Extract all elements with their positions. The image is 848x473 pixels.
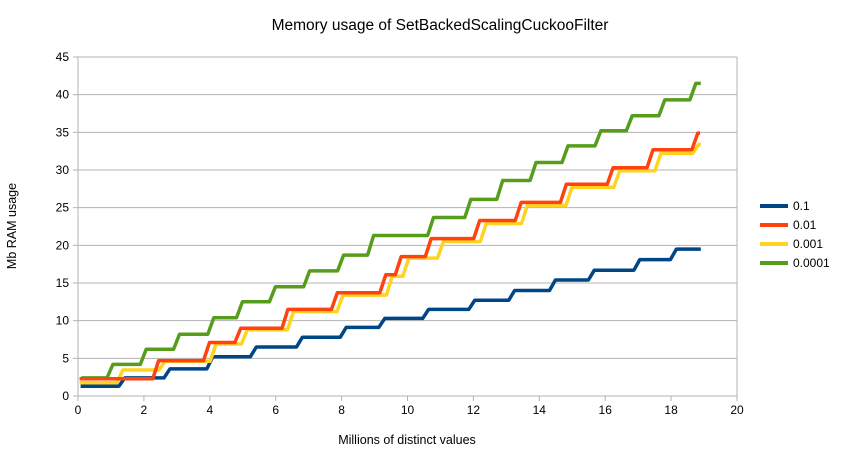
legend-label: 0.01	[793, 217, 817, 232]
y-tick-label: 30	[56, 163, 70, 177]
x-tick-label: 6	[272, 403, 279, 417]
x-tick-label: 2	[141, 403, 148, 417]
legend-item: 0.1	[760, 196, 830, 215]
legend: 0.1 0.01 0.001 0.0001	[760, 196, 830, 272]
legend-swatch-icon	[760, 260, 788, 265]
y-tick-label: 25	[56, 201, 70, 215]
y-tick-label: 45	[56, 50, 70, 64]
chart-title: Memory usage of SetBackedScalingCuckooFi…	[272, 17, 609, 34]
y-tick-label: 15	[56, 276, 70, 290]
y-tick-label: 40	[56, 88, 70, 102]
x-tick-label: 18	[664, 403, 678, 417]
series-line-0.1	[80, 247, 701, 388]
x-tick-label: 14	[533, 403, 547, 417]
legend-label: 0.001	[793, 236, 824, 251]
tick-labels: 0 5 10 15 20 25 30 35 40 45 0 2 4 6 8 10 12 14 16 18 20	[56, 50, 744, 417]
legend-swatch-icon	[760, 241, 788, 246]
x-tick-label: 20	[730, 403, 744, 417]
x-tick-label: 12	[467, 403, 481, 417]
data-series	[79, 81, 701, 388]
y-axis-title: Mb RAM usage	[5, 183, 19, 269]
y-tick-label: 35	[56, 125, 70, 139]
legend-item: 0.0001	[760, 253, 830, 272]
x-axis-title: Millions of distinct values	[338, 433, 476, 447]
y-tick-label: 0	[62, 389, 69, 403]
axes	[73, 56, 738, 401]
x-tick-label: 16	[599, 403, 613, 417]
x-tick-label: 10	[401, 403, 415, 417]
y-tick-label: 10	[56, 314, 70, 328]
legend-swatch-icon	[760, 203, 788, 208]
legend-label: 0.0001	[793, 255, 830, 270]
legend-swatch-icon	[760, 222, 788, 227]
legend-label: 0.1	[793, 198, 810, 213]
gridlines	[78, 56, 737, 359]
y-tick-label: 20	[56, 238, 70, 252]
x-tick-label: 0	[75, 403, 82, 417]
series-line-0.01	[79, 131, 701, 381]
legend-item: 0.001	[760, 234, 830, 253]
series-line-0.001	[79, 142, 701, 385]
series-line-0.0001	[81, 81, 701, 380]
legend-item: 0.01	[760, 215, 830, 234]
x-tick-label: 8	[338, 403, 345, 417]
y-tick-label: 5	[62, 351, 69, 365]
x-tick-label: 4	[206, 403, 213, 417]
